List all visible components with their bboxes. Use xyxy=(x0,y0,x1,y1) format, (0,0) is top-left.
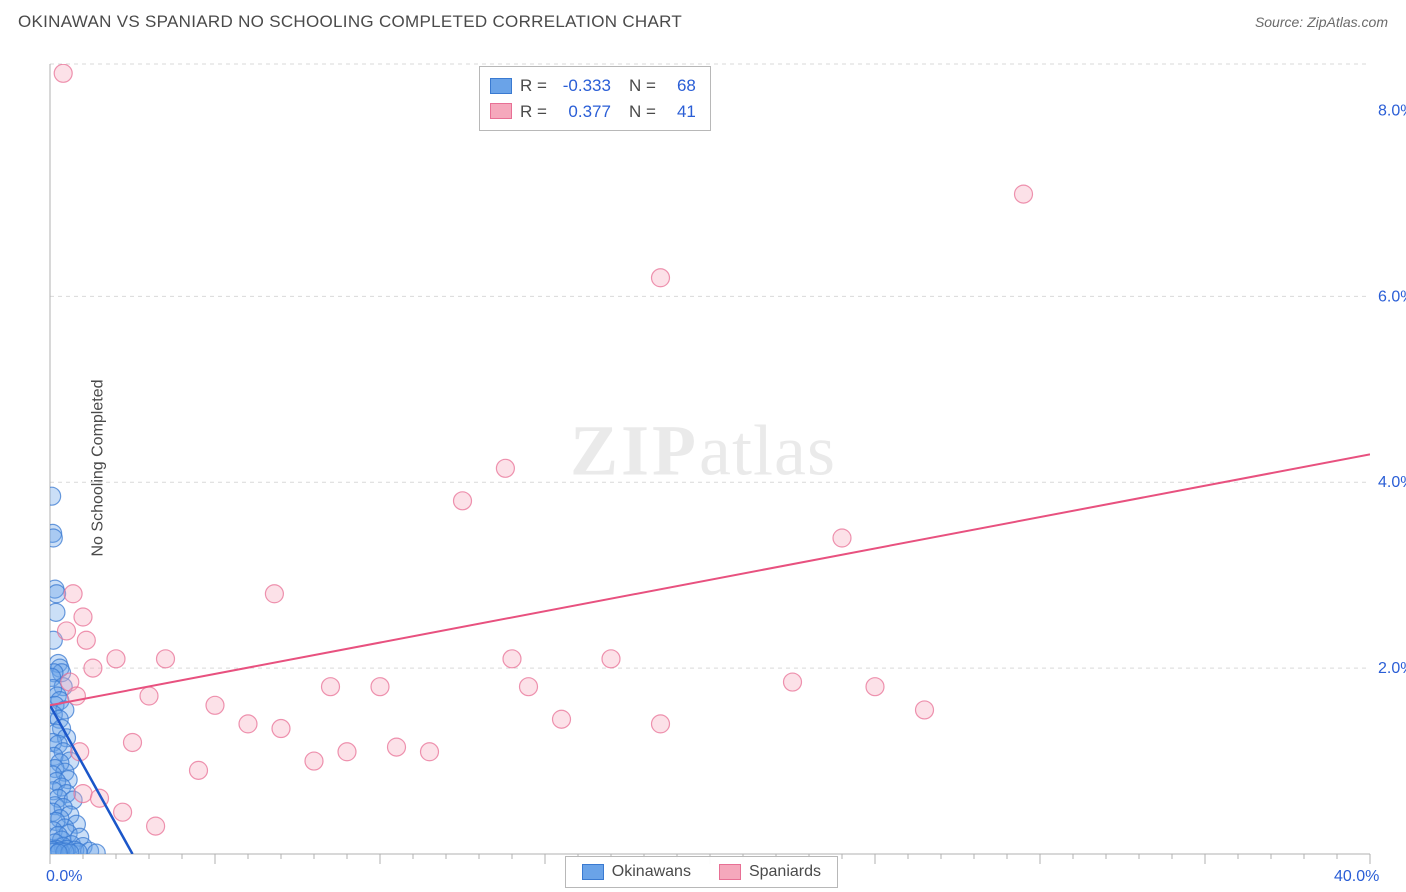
legend-label: Spaniards xyxy=(749,863,821,881)
series-swatch xyxy=(490,78,512,94)
x-axis-max-label: 40.0% xyxy=(1334,868,1379,886)
legend-item: Okinawans xyxy=(582,863,691,881)
scatter-chart: 2.0% 4.0% 6.0% 8.0% xyxy=(0,44,1406,892)
chart-source: Source: ZipAtlas.com xyxy=(1255,14,1388,30)
stat-n-label: N = xyxy=(629,73,656,99)
svg-text:8.0%: 8.0% xyxy=(1378,102,1406,119)
svg-text:4.0%: 4.0% xyxy=(1378,474,1406,491)
series-swatch xyxy=(719,864,741,880)
series-legend: Okinawans Spaniards xyxy=(565,856,838,888)
stat-r-value: 0.377 xyxy=(555,99,611,125)
x-axis-min-label: 0.0% xyxy=(46,868,82,886)
svg-text:2.0%: 2.0% xyxy=(1378,660,1406,677)
chart-title: OKINAWAN VS SPANIARD NO SCHOOLING COMPLE… xyxy=(18,12,682,32)
chart-header: OKINAWAN VS SPANIARD NO SCHOOLING COMPLE… xyxy=(0,0,1406,44)
series-swatch xyxy=(582,864,604,880)
stat-n-value: 68 xyxy=(664,73,696,99)
stat-r-label: R = xyxy=(520,99,547,125)
stat-n-value: 41 xyxy=(664,99,696,125)
series-swatch xyxy=(490,103,512,119)
legend-label: Okinawans xyxy=(612,863,691,881)
plot-area: No Schooling Completed 2.0%4.0%6.0%8.0% … xyxy=(0,44,1406,892)
legend-item: Spaniards xyxy=(719,863,821,881)
stat-row: R = 0.377 N = 41 xyxy=(490,99,696,125)
y-axis-label: No Schooling Completed xyxy=(90,380,108,557)
stats-legend-box: R = -0.333 N = 68 R = 0.377 N = 41 xyxy=(479,66,711,131)
stat-row: R = -0.333 N = 68 xyxy=(490,73,696,99)
stat-r-value: -0.333 xyxy=(555,73,611,99)
stat-n-label: N = xyxy=(629,99,656,125)
svg-text:6.0%: 6.0% xyxy=(1378,288,1406,305)
stat-r-label: R = xyxy=(520,73,547,99)
